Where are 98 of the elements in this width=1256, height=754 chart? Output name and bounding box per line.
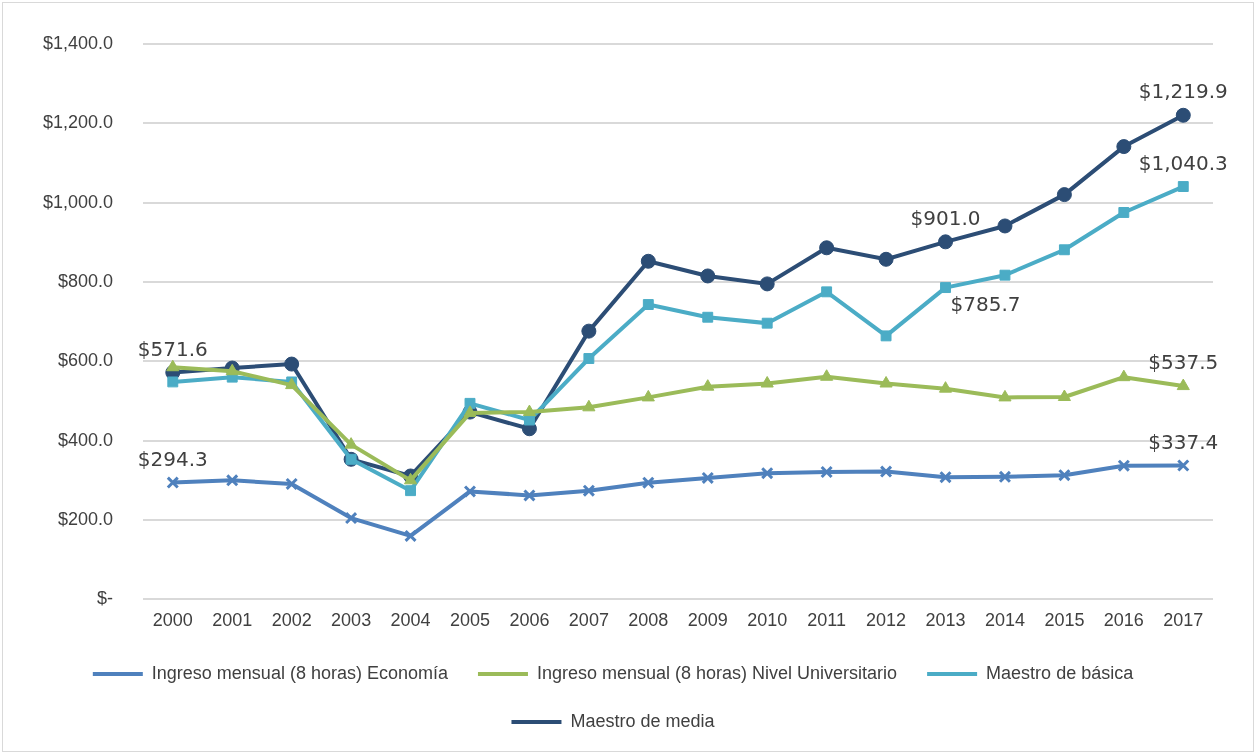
point (938, 381, 953, 393)
x-tick-label: 2004 (390, 610, 431, 631)
point (1118, 207, 1130, 218)
x-tick-label: 2014 (984, 610, 1025, 631)
point (405, 485, 416, 497)
y-tick-label: $600.0 (58, 350, 114, 371)
point (761, 317, 773, 329)
point (998, 470, 1012, 484)
point (1177, 181, 1189, 192)
point (641, 476, 655, 490)
point (581, 323, 597, 339)
point (641, 389, 655, 402)
point (820, 369, 834, 381)
x-tick-label: 2002 (271, 610, 312, 631)
point (582, 399, 596, 412)
point (285, 477, 299, 491)
point (523, 414, 535, 426)
y-tick-label: $1,200.0 (42, 112, 114, 133)
x-tick-label: 2006 (509, 610, 550, 631)
point (522, 404, 536, 417)
point (1176, 459, 1190, 472)
y-tick-label: $1,400.0 (42, 32, 114, 53)
data-label: $785.7 (950, 291, 1021, 316)
point (879, 376, 893, 388)
point (820, 465, 834, 479)
point (166, 359, 180, 372)
point (640, 253, 656, 269)
point (878, 251, 894, 267)
y-tick-label: $400.0 (58, 429, 114, 450)
data-label: $1,219.9 (1138, 79, 1228, 104)
point (464, 397, 476, 409)
point (1176, 378, 1190, 391)
point (1057, 468, 1071, 482)
x-tick-label: 2011 (807, 610, 846, 631)
legend-label: Maestro de básica (986, 662, 1135, 683)
x-tick-label: 2010 (747, 610, 788, 631)
data-label: $294.3 (137, 446, 208, 471)
point (879, 465, 893, 479)
data-label: $1,040.3 (1138, 150, 1228, 175)
point (463, 485, 477, 498)
point (583, 353, 595, 364)
x-tick-label: 2005 (449, 610, 491, 631)
point (939, 470, 952, 484)
x-tick-label: 2017 (1163, 610, 1204, 631)
point (998, 389, 1012, 402)
point (819, 240, 835, 256)
point (284, 356, 300, 372)
legend-label: Ingreso mensual (8 horas) Nivel Universitario (536, 662, 898, 683)
data-label: $901.0 (910, 206, 981, 231)
point (642, 299, 654, 310)
data-label: $571.6 (137, 336, 208, 361)
point (760, 376, 774, 388)
point (997, 218, 1013, 234)
x-tick-label: 2003 (331, 610, 372, 631)
data-label: $337.4 (1148, 429, 1219, 454)
x-tick-label: 2016 (1103, 610, 1144, 631)
y-tick-label: $- (97, 588, 114, 609)
point (167, 376, 179, 388)
point (760, 466, 774, 480)
point (1117, 459, 1131, 473)
point (403, 472, 418, 485)
point (1117, 369, 1131, 382)
x-tick-label: 2013 (925, 610, 966, 631)
point (999, 269, 1011, 281)
point (225, 473, 239, 487)
legend-label: Ingreso mensual (8 horas) Economía (151, 662, 449, 683)
point (821, 286, 833, 298)
point (1175, 107, 1191, 123)
point (1056, 187, 1072, 203)
point (344, 437, 358, 449)
point (938, 234, 954, 250)
point (701, 379, 715, 391)
point (404, 529, 417, 543)
y-tick-label: $1,000.0 (42, 191, 114, 212)
point (1057, 389, 1071, 401)
x-tick-label: 2012 (866, 610, 907, 631)
point (582, 484, 596, 498)
point (1116, 139, 1132, 155)
point (759, 276, 775, 292)
point (1058, 244, 1070, 256)
point (702, 311, 714, 323)
legend-label: Maestro de media (570, 710, 716, 731)
point (940, 282, 951, 294)
x-tick-label: 2001 (212, 610, 253, 631)
point (344, 511, 358, 525)
x-tick-label: 2008 (628, 610, 669, 631)
point (880, 330, 892, 342)
y-tick-label: $200.0 (58, 509, 114, 529)
x-tick-label: 2015 (1044, 610, 1085, 631)
point (701, 471, 715, 485)
point (522, 488, 536, 502)
data-label: $537.5 (1148, 350, 1219, 375)
y-tick-label: $800.0 (58, 270, 114, 291)
x-tick-label: 2009 (687, 610, 728, 631)
x-tick-label: 2000 (152, 610, 193, 631)
point (700, 268, 716, 284)
x-tick-label: 2007 (568, 610, 609, 631)
point (166, 476, 180, 490)
